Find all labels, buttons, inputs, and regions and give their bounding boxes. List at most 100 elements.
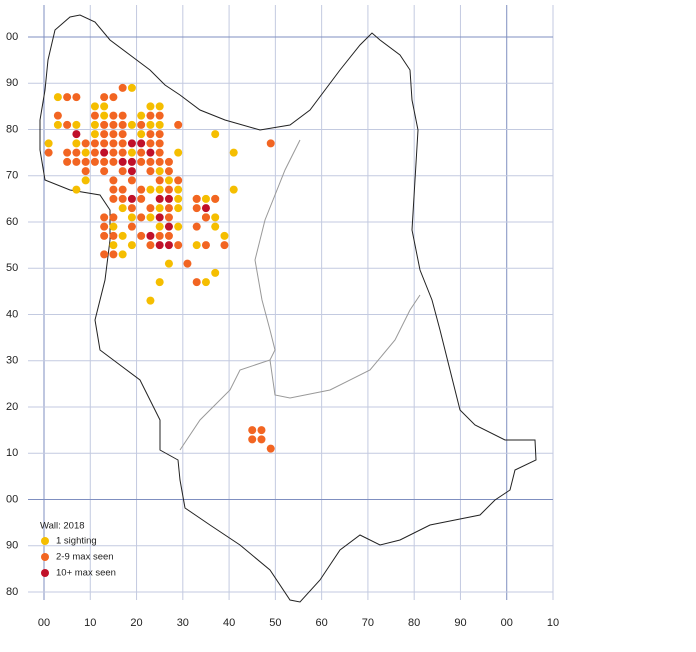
record-dot	[155, 231, 164, 240]
legend-label: 10+ max seen	[56, 568, 116, 579]
record-dot	[109, 111, 118, 120]
record-dot	[81, 148, 90, 157]
record-dot	[201, 241, 210, 250]
y-tick-label: 00	[6, 31, 18, 43]
record-dot	[118, 83, 127, 92]
record-dot	[137, 194, 146, 203]
record-dot	[146, 120, 155, 129]
record-dot	[72, 139, 81, 148]
record-dot	[127, 148, 136, 157]
record-dot	[174, 148, 183, 157]
record-dot	[192, 194, 201, 203]
county-boundary	[39, 14, 537, 603]
record-dot	[192, 278, 201, 287]
record-dot	[146, 139, 155, 148]
record-dot	[53, 111, 62, 120]
record-dot	[72, 185, 81, 194]
record-dot	[137, 231, 146, 240]
x-tick-label: 30	[177, 617, 189, 629]
record-dot	[53, 93, 62, 102]
record-dot	[109, 222, 118, 231]
record-dot	[109, 250, 118, 259]
dots	[44, 83, 275, 453]
record-dot	[90, 130, 99, 139]
record-dot	[63, 148, 72, 157]
record-dot	[109, 139, 118, 148]
record-dot	[146, 213, 155, 222]
record-dot	[100, 139, 109, 148]
legend-swatch	[41, 537, 49, 545]
record-dot	[118, 194, 127, 203]
record-dot	[257, 426, 266, 435]
record-dot	[211, 213, 220, 222]
record-dot	[127, 213, 136, 222]
y-tick-label: 60	[6, 216, 18, 228]
record-dot	[164, 157, 173, 166]
record-dot	[127, 241, 136, 250]
record-dot	[109, 157, 118, 166]
record-dot	[109, 185, 118, 194]
x-tick-label: 20	[130, 617, 142, 629]
record-dot	[81, 167, 90, 176]
record-dot	[127, 120, 136, 129]
record-dot	[127, 167, 136, 176]
record-dot	[146, 167, 155, 176]
record-dot	[63, 157, 72, 166]
record-dot	[118, 185, 127, 194]
record-dot	[155, 102, 164, 111]
x-tick-label: 90	[454, 617, 466, 629]
record-dot	[211, 268, 220, 277]
x-tick-label: 10	[84, 617, 96, 629]
record-dot	[220, 241, 229, 250]
record-dot	[137, 139, 146, 148]
record-dot	[164, 222, 173, 231]
record-dot	[257, 435, 266, 444]
record-dot	[118, 139, 127, 148]
record-dot	[127, 157, 136, 166]
record-dot	[90, 157, 99, 166]
grid	[28, 5, 554, 600]
record-dot	[146, 231, 155, 240]
record-dot	[53, 120, 62, 129]
record-dot	[266, 444, 275, 453]
record-dot	[118, 120, 127, 129]
y-tick-label: 90	[6, 77, 18, 89]
record-dot	[248, 435, 257, 444]
record-dot	[146, 102, 155, 111]
legend-swatch	[41, 569, 49, 577]
record-dot	[155, 278, 164, 287]
record-dot	[100, 167, 109, 176]
record-dot	[201, 204, 210, 213]
legend-label: 2-9 max seen	[56, 552, 114, 563]
record-dot	[63, 120, 72, 129]
record-dot	[192, 241, 201, 250]
record-dot	[155, 130, 164, 139]
record-dot	[118, 157, 127, 166]
record-dot	[118, 204, 127, 213]
record-dot	[155, 213, 164, 222]
record-dot	[201, 278, 210, 287]
x-tick-label: 00	[38, 617, 50, 629]
record-dot	[201, 213, 210, 222]
y-tick-label: 80	[6, 586, 18, 598]
record-dot	[192, 222, 201, 231]
y-tick-label: 00	[6, 493, 18, 505]
record-dot	[174, 204, 183, 213]
record-dot	[109, 130, 118, 139]
record-dot	[183, 259, 192, 268]
record-dot	[137, 130, 146, 139]
record-dot	[174, 120, 183, 129]
record-dot	[118, 111, 127, 120]
record-dot	[127, 222, 136, 231]
record-dot	[137, 185, 146, 194]
x-tick-label: 50	[269, 617, 281, 629]
record-dot	[72, 157, 81, 166]
y-tick-label: 20	[6, 401, 18, 413]
record-dot	[118, 130, 127, 139]
x-tick-label: 80	[408, 617, 420, 629]
record-dot	[137, 157, 146, 166]
record-dot	[127, 194, 136, 203]
record-dot	[127, 204, 136, 213]
record-dot	[81, 157, 90, 166]
record-dot	[100, 157, 109, 166]
